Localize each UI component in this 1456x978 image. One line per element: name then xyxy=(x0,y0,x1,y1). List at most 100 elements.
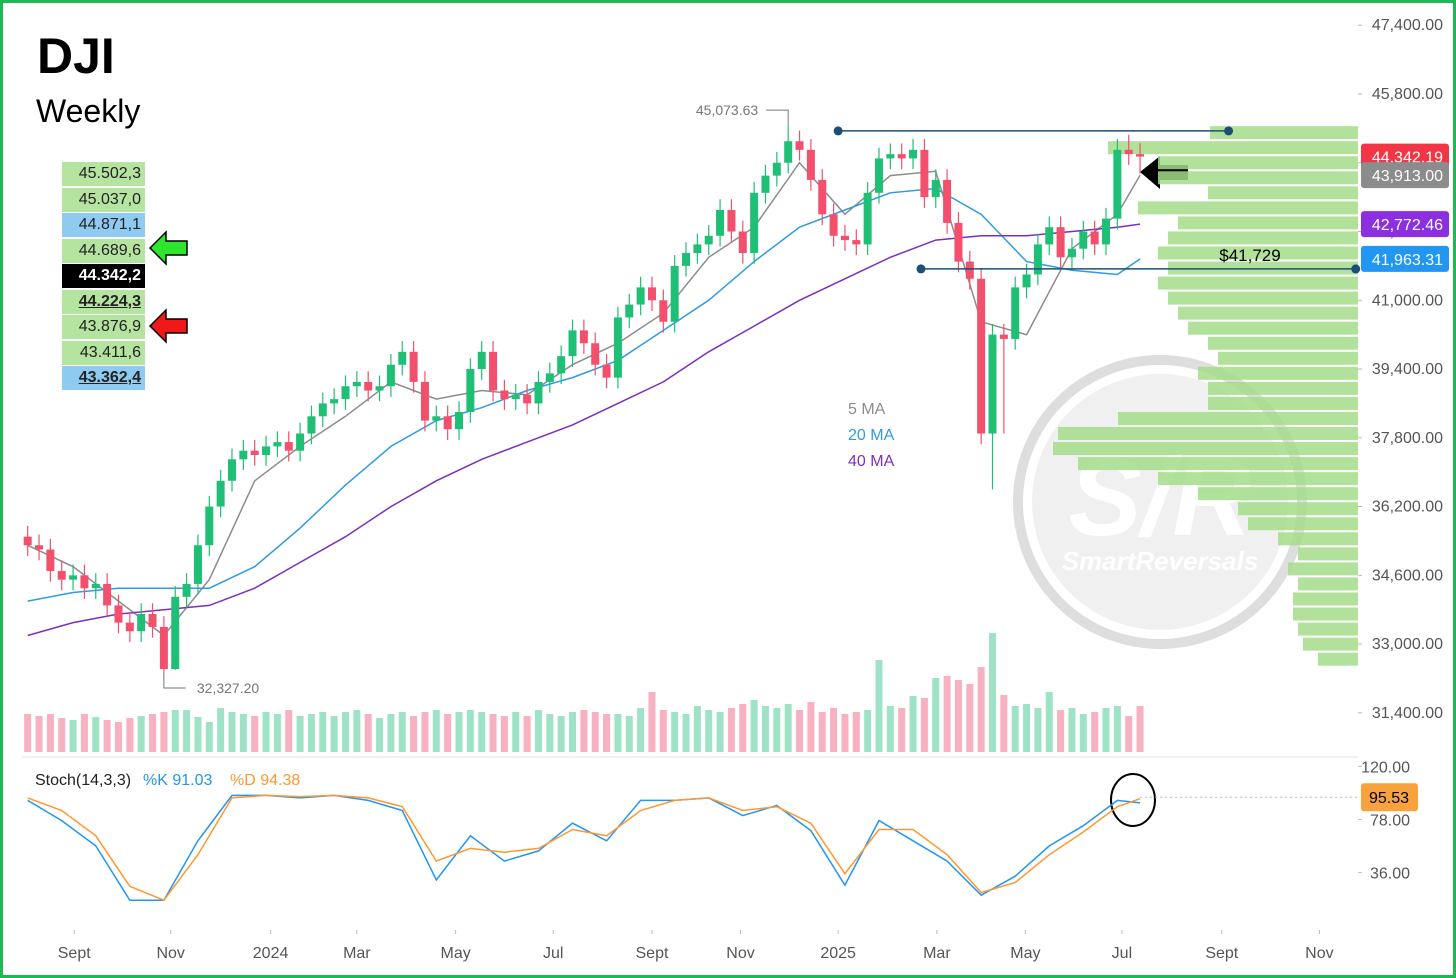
volume-bar xyxy=(149,714,157,752)
candle-body xyxy=(977,278,986,434)
volume-bar xyxy=(160,712,168,752)
volume-bar xyxy=(387,714,395,752)
volume-bar xyxy=(330,716,338,752)
volume-bar xyxy=(251,716,259,752)
volume-bar xyxy=(58,718,66,752)
candle-body xyxy=(591,343,600,365)
volume-bar xyxy=(342,712,350,752)
volume-profile-bar xyxy=(1178,216,1358,230)
volume-bar xyxy=(137,716,145,752)
candle-body xyxy=(704,235,713,245)
volume-profile-bar xyxy=(1198,487,1358,501)
volume-bar xyxy=(1011,706,1019,752)
candle-body xyxy=(863,192,872,245)
candle-body xyxy=(886,154,895,159)
annotation-label: 32,327.20 xyxy=(197,680,259,696)
candle-body xyxy=(727,210,736,232)
volume-bar xyxy=(307,714,315,752)
x-tick-label: Mar xyxy=(343,945,371,962)
volume-profile-bar xyxy=(1108,141,1358,155)
candle-body xyxy=(386,364,395,387)
volume-profile-bar xyxy=(1078,457,1358,471)
y-tick-label: 41,000.00 xyxy=(1372,292,1443,309)
volume-bar xyxy=(966,684,974,752)
candle-body xyxy=(409,351,418,382)
volume-profile-bar xyxy=(1238,502,1358,516)
candle-body xyxy=(523,394,532,404)
x-tick-label: Jul xyxy=(543,945,563,962)
volume-profile-bar xyxy=(1168,261,1358,275)
volume-profile-bar xyxy=(1298,547,1358,561)
level-end xyxy=(833,126,843,136)
candle-body xyxy=(159,626,168,670)
candle-body xyxy=(999,334,1008,339)
chart-title: DJI xyxy=(37,28,115,84)
volume-bar xyxy=(80,714,88,752)
candle-body xyxy=(943,179,952,223)
level-end xyxy=(916,264,926,274)
volume-bar xyxy=(580,710,588,752)
candle-body xyxy=(909,149,918,159)
volume-bar xyxy=(659,710,667,752)
side-table-row: 43.362,4 xyxy=(62,366,145,390)
x-tick-label: Sept xyxy=(1205,945,1238,962)
volume-bar xyxy=(1000,695,1008,752)
volume-profile-bar xyxy=(1158,156,1358,170)
candle-body xyxy=(239,450,248,460)
volume-bar xyxy=(1045,692,1053,752)
moving-average-line xyxy=(27,223,1141,637)
volume-bar xyxy=(1136,706,1144,752)
price-label: 41,963.31 xyxy=(1372,252,1443,269)
volume-bar xyxy=(239,714,247,752)
side-table-row: 43.876,9 xyxy=(62,315,145,339)
x-tick-label: Sept xyxy=(58,945,91,962)
candle-body xyxy=(420,381,429,421)
volume-bar xyxy=(534,710,542,752)
candle-body xyxy=(455,412,464,430)
volume-profile-bar xyxy=(1210,126,1358,140)
volume-bar xyxy=(171,710,179,752)
candle-body xyxy=(806,149,815,180)
volume-bar xyxy=(671,712,679,752)
volume-bar xyxy=(1091,712,1099,752)
volume-bar xyxy=(24,714,32,752)
volume-profile-bar xyxy=(1293,607,1358,621)
volume-profile-bar xyxy=(1208,186,1358,200)
volume-bar xyxy=(773,708,781,752)
volume-profile-bar xyxy=(1158,246,1358,260)
volume-bar xyxy=(909,696,917,752)
candle-body xyxy=(250,450,259,455)
volume-profile-bar xyxy=(1178,306,1358,320)
candle-body xyxy=(1090,231,1099,245)
volume-bar xyxy=(989,633,997,752)
candle-body xyxy=(352,381,361,387)
volume-bar xyxy=(546,714,554,752)
candle-body xyxy=(625,304,634,318)
volume-profile-bar xyxy=(1198,366,1358,380)
volume-bar xyxy=(705,710,713,752)
volume-bar xyxy=(444,714,452,752)
volume-bar xyxy=(217,708,225,752)
volume-profile-bar xyxy=(1158,276,1358,290)
candle-body xyxy=(716,210,725,236)
volume-profile-bar xyxy=(1218,351,1358,365)
candle-body xyxy=(682,252,691,266)
volume-bar xyxy=(364,714,372,752)
ma-legend: 40 MA xyxy=(848,453,895,470)
candle-body xyxy=(750,192,759,253)
volume-bar xyxy=(591,712,599,752)
y-tick-label: 33,000.00 xyxy=(1372,636,1443,653)
volume-bar xyxy=(92,717,100,752)
stoch-tick-label: 36.00 xyxy=(1370,865,1410,882)
candle-body xyxy=(171,596,180,670)
stoch-legend: %K 91.03 xyxy=(143,772,212,789)
candle-body xyxy=(545,373,554,382)
candle-body xyxy=(318,403,327,417)
volume-bar xyxy=(35,716,43,752)
volume-profile-bar xyxy=(1298,622,1358,636)
y-tick-label: 37,800.00 xyxy=(1372,430,1443,447)
candle-body xyxy=(772,162,781,176)
volume-bar xyxy=(648,692,656,752)
y-tick-label: 34,600.00 xyxy=(1372,567,1443,584)
volume-bar xyxy=(614,714,622,752)
